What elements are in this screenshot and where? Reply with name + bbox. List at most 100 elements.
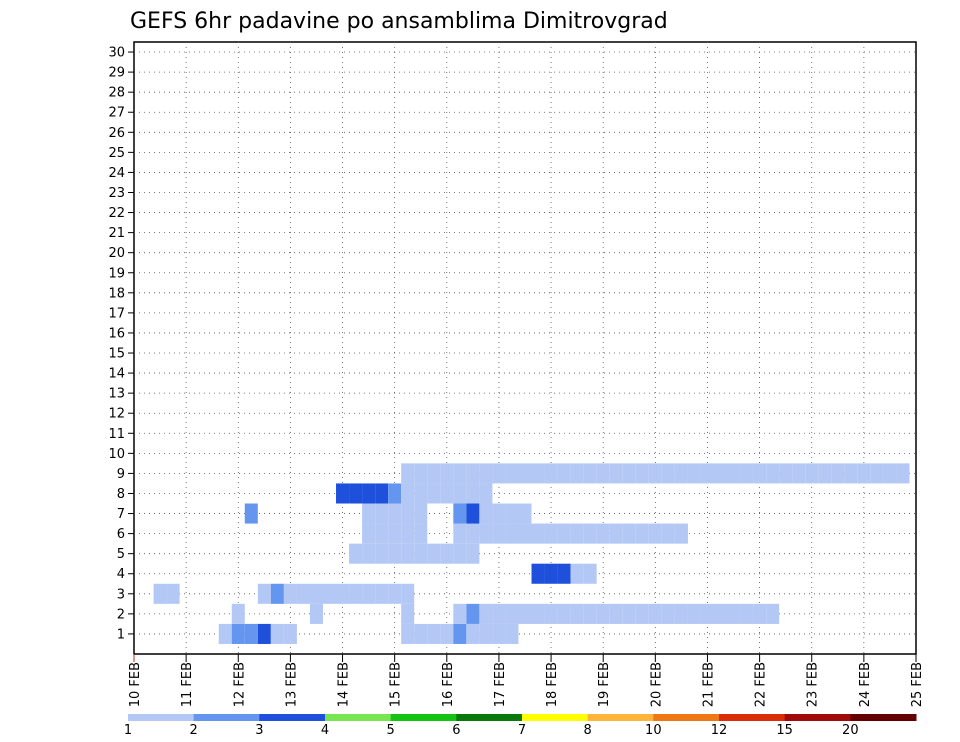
heatmap-cell xyxy=(557,563,571,584)
y-tick-label: 30 xyxy=(108,46,125,61)
heatmap-cell xyxy=(505,603,519,624)
heatmap-cell xyxy=(713,463,728,484)
heatmap-cell xyxy=(414,503,428,524)
colorbar-swatch xyxy=(193,714,260,721)
y-tick-label: 5 xyxy=(117,547,125,562)
heatmap-cell xyxy=(401,463,415,484)
heatmap-cell xyxy=(609,603,623,624)
heatmap-cell xyxy=(740,603,754,624)
colorbar-legend: 1 2 3 4 5 6 7 8 10 12 15 20 xyxy=(124,714,917,738)
heatmap-cell xyxy=(322,583,337,604)
heatmap-cell xyxy=(492,503,506,524)
heatmap-cell xyxy=(583,463,597,484)
heatmap-cell xyxy=(505,503,519,524)
heatmap-cell xyxy=(505,523,519,544)
heatmap-cell xyxy=(622,463,636,484)
x-tick-label: 11 FEB xyxy=(180,662,195,707)
colorbar-swatch xyxy=(128,714,195,721)
colorbar-label: 4 xyxy=(321,723,329,738)
chart-title: GEFS 6hr padavine po ansamblima Dimitrov… xyxy=(130,9,668,34)
heatmap-cell xyxy=(674,463,688,484)
heatmap-cell xyxy=(479,483,493,504)
heatmap-cell xyxy=(440,483,454,504)
colorbar-label: 6 xyxy=(452,723,460,738)
heatmap-cell xyxy=(609,523,623,544)
y-tick-label: 22 xyxy=(108,206,125,221)
heatmap-cell xyxy=(635,463,649,484)
heatmap-cell xyxy=(270,583,284,604)
x-tick-label: 20 FEB xyxy=(649,662,664,707)
heatmap-cell xyxy=(166,583,180,604)
heatmap-cell xyxy=(375,503,389,524)
x-tick-label: 21 FEB xyxy=(701,662,716,707)
heatmap-cell xyxy=(661,463,675,484)
y-tick-label: 10 xyxy=(108,447,125,462)
colorbar-label: 15 xyxy=(776,723,793,738)
heatmap-cell xyxy=(401,523,415,544)
heatmap-cell xyxy=(492,463,506,484)
heatmap-cell xyxy=(453,503,467,524)
colorbar-label: 5 xyxy=(387,723,395,738)
heatmap-cell xyxy=(896,463,910,484)
heatmap-cell xyxy=(466,483,480,504)
heatmap-cell xyxy=(883,463,897,484)
heatmap-cell xyxy=(362,523,376,544)
heatmap-cell xyxy=(596,603,610,624)
heatmap-cell xyxy=(622,603,636,624)
x-axis-ticks: 10 FEB 11 FEB 12 FEB 13 FEB 14 FEB 15 FEB 16 F… xyxy=(128,654,925,707)
x-tick-label: 23 FEB xyxy=(806,662,821,707)
heatmap-cell xyxy=(570,523,584,544)
y-tick-label: 19 xyxy=(108,266,125,281)
y-tick-label: 12 xyxy=(108,407,125,422)
heatmap-cell xyxy=(674,603,688,624)
heatmap-cell xyxy=(805,463,819,484)
heatmap-cell xyxy=(388,523,402,544)
heatmap-cell xyxy=(309,583,323,604)
x-tick-label: 12 FEB xyxy=(232,662,247,707)
x-tick-label: 13 FEB xyxy=(284,662,299,707)
y-tick-label: 20 xyxy=(108,246,125,261)
y-tick-label: 9 xyxy=(117,467,125,482)
y-tick-label: 25 xyxy=(108,146,125,161)
y-tick-label: 4 xyxy=(117,567,125,582)
heatmap-cell xyxy=(375,483,389,504)
heatmap-cell xyxy=(674,523,688,544)
y-tick-label: 21 xyxy=(108,226,125,241)
x-tick-label: 10 FEB xyxy=(128,662,143,707)
colorbar-label: 8 xyxy=(584,723,592,738)
y-tick-label: 18 xyxy=(108,286,125,301)
heatmap-cell xyxy=(231,603,245,624)
colorbar-swatch xyxy=(325,714,392,721)
heatmap-cell xyxy=(492,603,506,624)
heatmap-cell xyxy=(479,523,493,544)
heatmap-cell xyxy=(479,503,493,524)
heatmap-cell xyxy=(596,463,610,484)
heatmap-cell xyxy=(622,523,636,544)
colorbar-label: 3 xyxy=(255,723,263,738)
y-tick-label: 7 xyxy=(117,507,125,522)
colorbar-swatch xyxy=(653,714,720,721)
heatmap-cell xyxy=(557,523,571,544)
y-tick-label: 23 xyxy=(108,186,125,201)
heatmap-cell xyxy=(713,603,728,624)
heatmap-cell xyxy=(349,483,363,504)
heatmap-cell xyxy=(362,583,376,604)
colorbar-label: 2 xyxy=(190,723,198,738)
heatmap-cell xyxy=(635,523,649,544)
heatmap-cell xyxy=(388,543,402,564)
heatmap-cell xyxy=(440,463,454,484)
heatmap-cell xyxy=(479,463,493,484)
heatmap-cell xyxy=(505,463,519,484)
heatmap-cell xyxy=(427,483,441,504)
heatmap-cell xyxy=(401,583,415,604)
heatmap-cell xyxy=(362,483,376,504)
heatmap-cell xyxy=(414,483,428,504)
colorbar-label: 20 xyxy=(842,723,859,738)
y-tick-label: 3 xyxy=(117,587,125,602)
heatmap-cell xyxy=(440,543,454,564)
heatmap-cell xyxy=(492,623,506,644)
x-tick-label: 19 FEB xyxy=(597,662,612,707)
heatmap-cell xyxy=(336,583,350,604)
heatmap-cell xyxy=(779,463,793,484)
y-tick-label: 26 xyxy=(108,126,125,141)
